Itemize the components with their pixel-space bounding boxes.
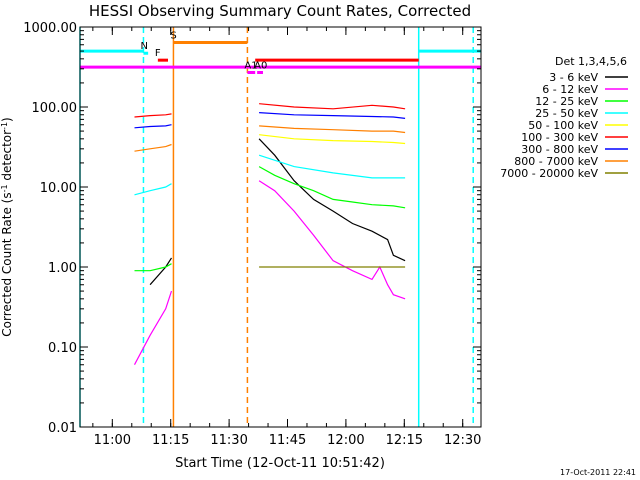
x-tick-label-3: 11:45 [269,433,306,448]
series-line-1 [133,180,406,365]
x-axis: 11:00 11:15 11:30 11:45 12:00 12:15 12:30 [92,27,481,448]
legend-title: Det 1,3,4,5,6 [555,55,627,68]
y-axis: 1000.00 100.00 10.00 1.00 0.10 0.01 [23,21,481,436]
y-tick-label-4: 0.10 [48,341,77,356]
legend-label-0: 3 - 6 keV [549,71,598,84]
flag-label-4: F [155,48,161,59]
x-tick-label-0: 11:00 [94,433,131,448]
series-line-4 [259,134,406,145]
legend-label-2: 12 - 25 keV [535,95,598,108]
chart-title: HESSI Observing Summary Count Rates, Cor… [89,2,471,20]
y-axis-label: Corrected Count Rate (s-1 detector-1) [0,117,14,336]
series-line-2 [134,166,406,272]
x-tick-label-1: 11:15 [152,433,189,448]
y-tick-label-1: 100.00 [32,101,78,116]
series-line-3 [134,154,406,196]
plot-frame [79,26,482,428]
legend-label-7: 800 - 7000 keV [514,155,598,168]
plot-timestamp: 17-Oct-2011 22:41 [560,468,636,477]
series-line-5 [134,103,406,118]
legend-label-6: 300 - 800 keV [521,143,598,156]
y-tick-label-2: 10.00 [40,181,77,196]
legend-label-4: 50 - 100 keV [528,119,598,132]
series-line-6 [134,112,406,129]
y-tick-label-0: 1000.00 [23,21,77,36]
legend-label-5: 100 - 300 keV [521,131,598,144]
x-axis-label: Start Time (12-Oct-11 10:51:42) [175,456,385,471]
legend-label-8: 7000 - 20000 keV [500,167,598,180]
y-tick-label-5: 0.01 [48,421,77,436]
flag-label-3: S [170,31,176,42]
x-tick-label-5: 12:15 [386,433,423,448]
series-line-7 [134,125,406,152]
legend-label-3: 25 - 50 keV [535,107,598,120]
legend-label-1: 6 - 12 keV [542,83,598,96]
flag-label-7: A1 [244,60,257,71]
flag-label-2: N [140,41,147,52]
x-tick-label-6: 12:30 [444,433,481,448]
x-tick-label-2: 11:30 [210,433,247,448]
y-tick-label-3: 1.00 [48,261,77,276]
flag-label-8: A0 [254,60,267,71]
x-tick-label-4: 12:00 [327,433,364,448]
